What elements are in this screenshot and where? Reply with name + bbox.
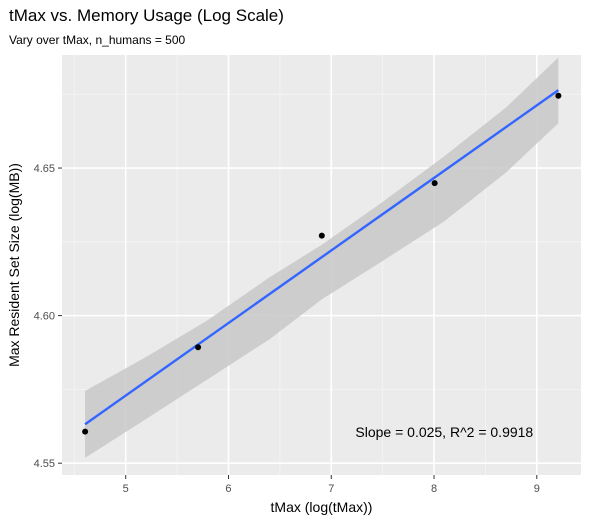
data-point — [555, 92, 562, 99]
y-tick-label: 4.60 — [34, 311, 55, 323]
slope-annotation: Slope = 0.025, R^2 = 0.9918 — [355, 424, 533, 440]
data-point — [318, 232, 325, 239]
y-tick-label: 4.65 — [34, 163, 55, 175]
y-axis-ticks: 4.55 4.60 4.65 — [34, 163, 62, 470]
x-tick-label: 6 — [225, 483, 231, 495]
x-tick-label: 9 — [534, 483, 540, 495]
x-axis-label: tMax (log(tMax)) — [271, 499, 373, 515]
y-axis-label: Max Resident Set Size (log(MB)) — [6, 163, 22, 367]
chart-subtitle: Vary over tMax, n_humans = 500 — [9, 33, 186, 47]
regression-line — [84, 89, 560, 426]
data-point — [431, 180, 438, 187]
chart-title: tMax vs. Memory Usage (Log Scale) — [9, 6, 284, 25]
data-point — [82, 428, 89, 435]
x-tick-label: 8 — [431, 483, 437, 495]
x-tick-label: 7 — [328, 483, 334, 495]
x-tick-label: 5 — [123, 483, 129, 495]
data-point — [195, 344, 202, 351]
data-points — [82, 92, 562, 435]
y-tick-label: 4.55 — [34, 458, 55, 470]
x-axis-ticks: 5 6 7 8 9 — [123, 475, 540, 495]
